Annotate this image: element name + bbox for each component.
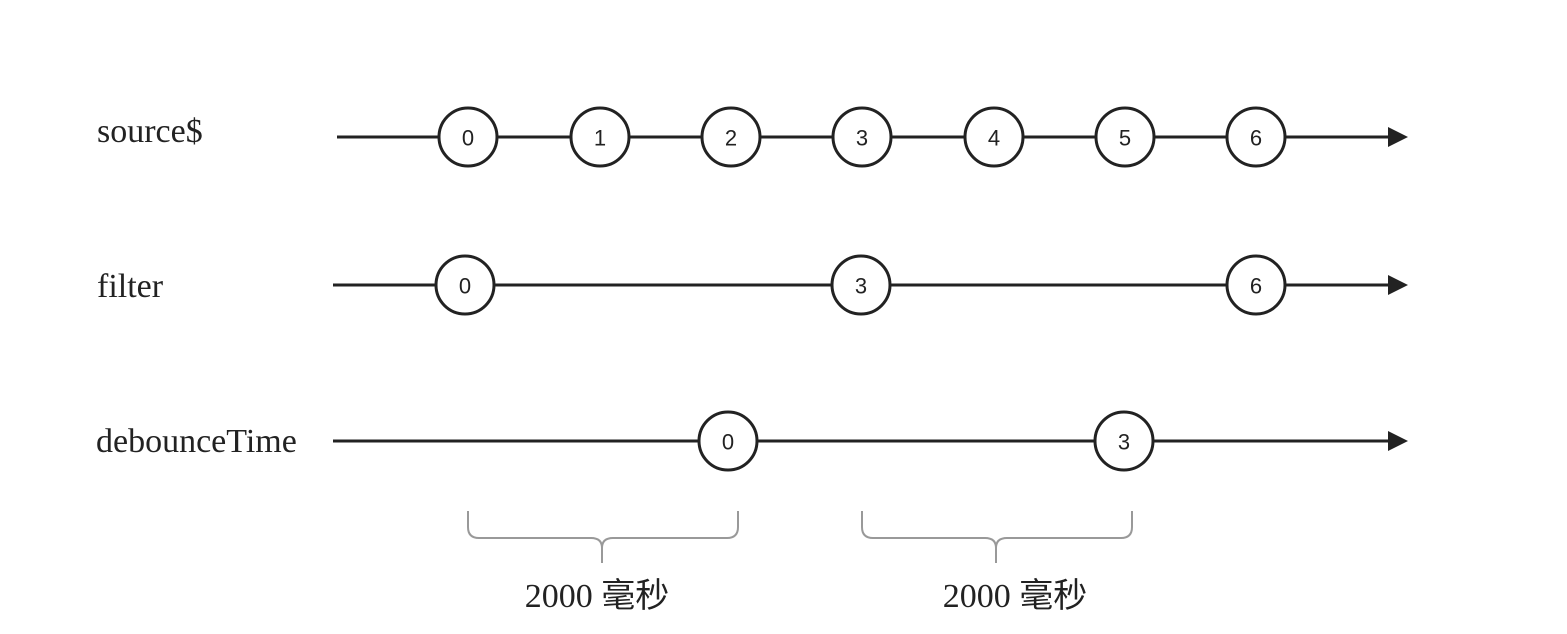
- row-debouncetime: debounceTime 0 3: [96, 410, 1408, 472]
- arrow-head-icon: [1388, 275, 1408, 295]
- bracket-label: 2000 毫秒: [525, 577, 670, 615]
- marble-value: 0: [722, 430, 734, 455]
- marble: 2: [700, 106, 762, 168]
- marble: 0: [434, 254, 496, 316]
- marble: 0: [437, 106, 499, 168]
- marble-value: 3: [856, 126, 868, 151]
- arrow-head-icon: [1388, 431, 1408, 451]
- bracket-2: 2000 毫秒: [861, 511, 1133, 615]
- marble: 1: [569, 106, 631, 168]
- row-label-source: source$: [97, 113, 203, 150]
- marble-value: 1: [594, 126, 606, 151]
- marble: 3: [830, 254, 892, 316]
- row-label-filter: filter: [97, 268, 164, 305]
- marble-value: 3: [855, 274, 867, 299]
- marble-value: 0: [462, 126, 474, 151]
- marble-value: 6: [1250, 126, 1262, 151]
- marble-value: 2: [725, 126, 737, 151]
- marble-value: 6: [1250, 274, 1262, 299]
- marble: 3: [1093, 410, 1155, 472]
- marble-value: 4: [988, 126, 1000, 151]
- bracket-1: 2000 毫秒: [467, 511, 739, 615]
- marble-value: 5: [1119, 126, 1131, 151]
- bracket-shape: [467, 511, 739, 563]
- row-label-debouncetime: debounceTime: [96, 423, 297, 460]
- marble-value: 3: [1118, 430, 1130, 455]
- bracket-label: 2000 毫秒: [943, 577, 1088, 615]
- marble: 3: [831, 106, 893, 168]
- marble: 6: [1225, 254, 1287, 316]
- row-source: source$ 0 1 2 3 4 5 6: [97, 106, 1408, 168]
- marble: 0: [697, 410, 759, 472]
- marble: 4: [963, 106, 1025, 168]
- arrow-head-icon: [1388, 127, 1408, 147]
- bracket-shape: [861, 511, 1133, 563]
- row-filter: filter 0 3 6: [97, 254, 1408, 316]
- marble-value: 0: [459, 274, 471, 299]
- marble: 5: [1094, 106, 1156, 168]
- marble: 6: [1225, 106, 1287, 168]
